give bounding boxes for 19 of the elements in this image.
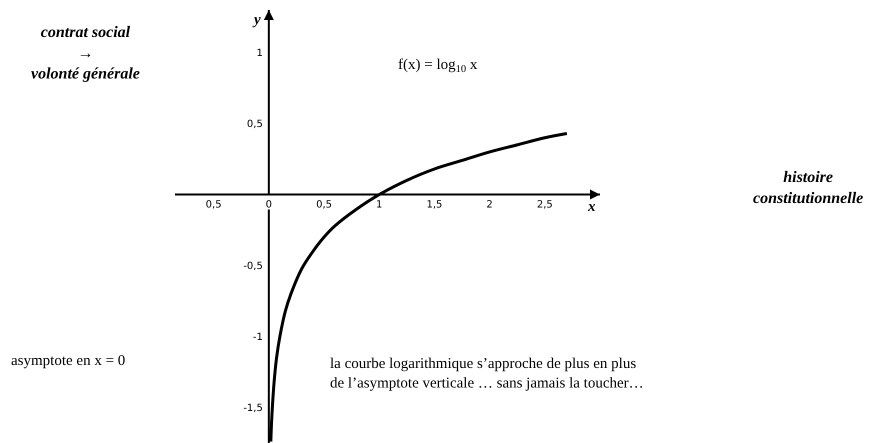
x-tick-label: 0,5 [316, 200, 332, 211]
text: asymptote en x = 0 [11, 353, 126, 369]
annotation: f(x) = log$_{10}$ x [398, 57, 478, 76]
y-tick-label: 0,5 [246, 119, 263, 130]
annotation: la courbe logarithmique s’approche de plus en plus de l’asymptote verticale … sans jamais la toucher… [330, 356, 644, 392]
x-axis-title: x [587, 199, 596, 215]
x-tick-label: 0 [266, 200, 272, 211]
y-tick-label: -1 [252, 332, 263, 344]
x-tick-label: 1,5 [426, 200, 442, 211]
y-tick-label: -0,5 [243, 261, 263, 272]
x-tick-label: 0,5 [206, 200, 222, 211]
x-tick-label: 2,5 [536, 200, 553, 211]
x-tick-label: 1 [376, 200, 382, 211]
text: contrat social → volonté générale [31, 24, 140, 83]
y-axis-title: y [252, 12, 261, 28]
x-tick-label: 2 [486, 200, 493, 211]
y-tick-label: 1 [256, 48, 263, 60]
y-tick-label: -1,5 [243, 403, 263, 414]
text: histoire constitutionnelle [753, 169, 864, 207]
